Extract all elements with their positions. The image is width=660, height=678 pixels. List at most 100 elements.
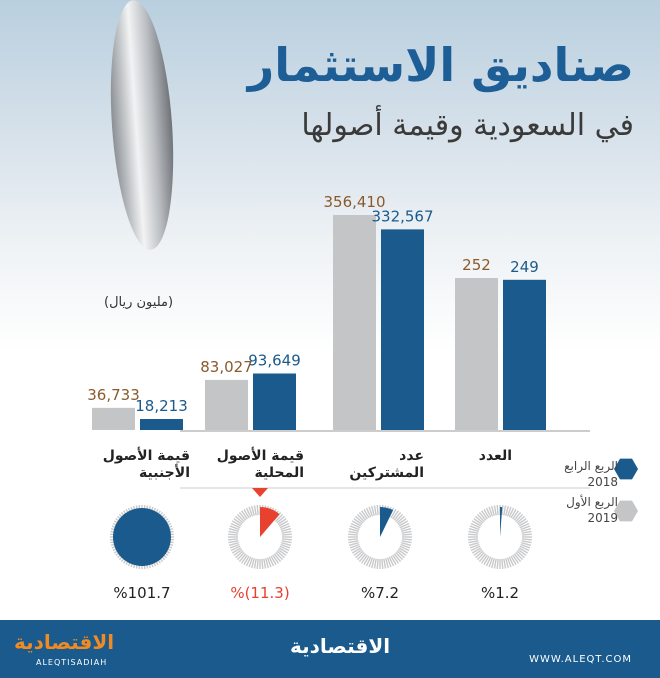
gauge-tick bbox=[508, 556, 515, 567]
gauge-tick bbox=[501, 558, 504, 569]
gauge-tick bbox=[353, 518, 363, 525]
gauge-tick bbox=[279, 522, 290, 529]
gauge-tick bbox=[505, 505, 509, 516]
gauge-tick bbox=[251, 505, 255, 516]
change-label: %1.2 bbox=[480, 584, 520, 602]
gauge-tick bbox=[475, 550, 484, 559]
gauge-tick bbox=[473, 549, 483, 556]
bar bbox=[92, 407, 135, 430]
gauge-tick bbox=[401, 540, 412, 544]
gauge-tick bbox=[228, 542, 239, 546]
change-label: %7.2 bbox=[360, 584, 400, 602]
category-label: قيمة الأصول الأجنبية bbox=[102, 448, 190, 481]
gauge-tick bbox=[351, 520, 362, 527]
gauge-tick bbox=[228, 528, 239, 532]
gauge-tick bbox=[469, 525, 480, 531]
gauge-tick bbox=[368, 557, 374, 568]
gauge-tick bbox=[348, 533, 359, 536]
unit-label: (مليون ريال) bbox=[104, 295, 174, 310]
gauge-tick bbox=[478, 553, 487, 562]
gauge-tick bbox=[515, 513, 524, 522]
gauge-tick bbox=[392, 510, 399, 520]
gauge-tick bbox=[365, 507, 372, 518]
gauge-tick bbox=[243, 508, 250, 519]
gauge-tick bbox=[398, 520, 409, 527]
gauge-fill bbox=[260, 507, 280, 537]
gauge-tick bbox=[390, 555, 397, 566]
gauge-tick bbox=[396, 550, 405, 559]
website-link[interactable]: WWW.ALEQT.COM bbox=[529, 654, 632, 665]
legend-item-q4-2018: الربع الرابع 2018 bbox=[564, 458, 618, 490]
gauge-tick bbox=[368, 506, 374, 517]
gauge-tick bbox=[349, 543, 360, 549]
gauge-tick bbox=[245, 507, 252, 518]
gauge-tick bbox=[238, 553, 247, 562]
gauge-tick bbox=[488, 506, 494, 517]
gauge-tick bbox=[468, 538, 479, 541]
gauge-tick bbox=[501, 505, 504, 516]
gauge-tick bbox=[277, 549, 287, 556]
gauge-tick bbox=[281, 540, 292, 544]
gauge-tick bbox=[496, 558, 499, 569]
gauge-tick bbox=[401, 530, 412, 534]
gauge-tick bbox=[517, 518, 527, 525]
gauge-tick bbox=[483, 555, 490, 566]
gauge-tick bbox=[493, 505, 497, 516]
gauge-tick bbox=[390, 508, 397, 519]
chart: 36,733 83,027 356,410 252 18,213 93,649 332,56… bbox=[87, 193, 638, 569]
gauge-tick bbox=[468, 533, 479, 536]
gauge-tick bbox=[261, 558, 264, 569]
gauge-tick bbox=[350, 522, 361, 529]
gauge-tick bbox=[277, 518, 287, 525]
gauge-tick bbox=[272, 554, 279, 564]
gauge-tick bbox=[253, 558, 257, 569]
gauge-tick bbox=[398, 547, 409, 554]
gauge-tick bbox=[521, 538, 532, 541]
gauge-tick bbox=[356, 513, 365, 522]
gauge-tick bbox=[348, 530, 359, 534]
gauge-tick bbox=[280, 543, 291, 549]
bar bbox=[205, 379, 248, 430]
gauge-tick bbox=[491, 505, 495, 516]
gauge-tick bbox=[386, 557, 392, 568]
gauge-tick bbox=[401, 542, 412, 546]
gauge-tick bbox=[358, 553, 367, 562]
gauge-tick bbox=[276, 550, 285, 559]
gauge-tick bbox=[399, 545, 410, 552]
gauge-tick bbox=[512, 510, 519, 520]
gauge-tick bbox=[348, 542, 359, 546]
gauge-tick bbox=[376, 505, 379, 516]
gauge-tick bbox=[505, 558, 509, 569]
gauge-tick bbox=[265, 558, 269, 569]
gauge-tick bbox=[229, 543, 240, 549]
bar bbox=[381, 229, 424, 430]
gauge-tick bbox=[519, 545, 530, 552]
gauge-tick bbox=[517, 549, 527, 556]
gauge-tick bbox=[248, 506, 254, 517]
gauge-tick bbox=[228, 538, 239, 541]
bar-label: 83,027 bbox=[200, 358, 253, 376]
gauge-tick bbox=[280, 525, 291, 531]
gauge-tick bbox=[493, 558, 497, 569]
gauge-tick bbox=[281, 533, 292, 536]
bar-label: 93,649 bbox=[248, 352, 301, 370]
gauge-tick bbox=[231, 520, 242, 527]
gauge-tick bbox=[383, 558, 387, 569]
gauge-tick bbox=[381, 558, 384, 569]
gauge-tick bbox=[273, 553, 282, 562]
gauge-tick bbox=[510, 508, 517, 519]
gauge-tick bbox=[475, 515, 484, 524]
gauge-tick bbox=[358, 512, 367, 521]
gauge-tick bbox=[401, 528, 412, 532]
gauge-tick bbox=[361, 510, 368, 520]
bar bbox=[253, 373, 296, 430]
gauge-tick bbox=[521, 540, 532, 544]
gauge-tick bbox=[355, 515, 364, 524]
gauge-tick bbox=[385, 558, 389, 569]
gauge-tick bbox=[365, 556, 372, 567]
gauge-tick bbox=[468, 528, 479, 532]
gauge-tick bbox=[229, 525, 240, 531]
gauge-tick bbox=[400, 525, 411, 531]
gauge-tick bbox=[233, 518, 243, 525]
gauge-tick bbox=[515, 552, 524, 561]
